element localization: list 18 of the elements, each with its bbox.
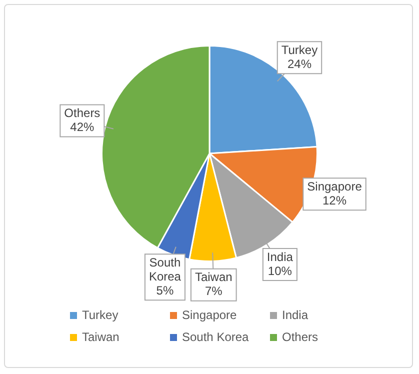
data-label: 24% <box>287 56 312 71</box>
slice-label: Turkey <box>281 42 318 57</box>
slice-label: Singapore <box>307 179 362 194</box>
data-label: 5% <box>156 283 174 298</box>
legend-label: India <box>281 308 310 322</box>
legend-label: Singapore <box>181 308 238 322</box>
legend-label: Turkey <box>81 308 120 322</box>
slice-label: South Korea <box>148 255 182 284</box>
legend-label: Others <box>281 330 320 344</box>
data-label: 7% <box>204 284 223 298</box>
legend-label: South Korea <box>181 330 250 344</box>
slice-label: India <box>266 250 294 264</box>
data-label: 10% <box>268 264 292 278</box>
legend-label: Taiwan <box>81 330 120 344</box>
data-label: 42% <box>70 120 95 134</box>
data-label: 12% <box>322 193 347 208</box>
slice-label: Others <box>64 106 100 120</box>
slice-label: Taiwan <box>194 270 232 284</box>
